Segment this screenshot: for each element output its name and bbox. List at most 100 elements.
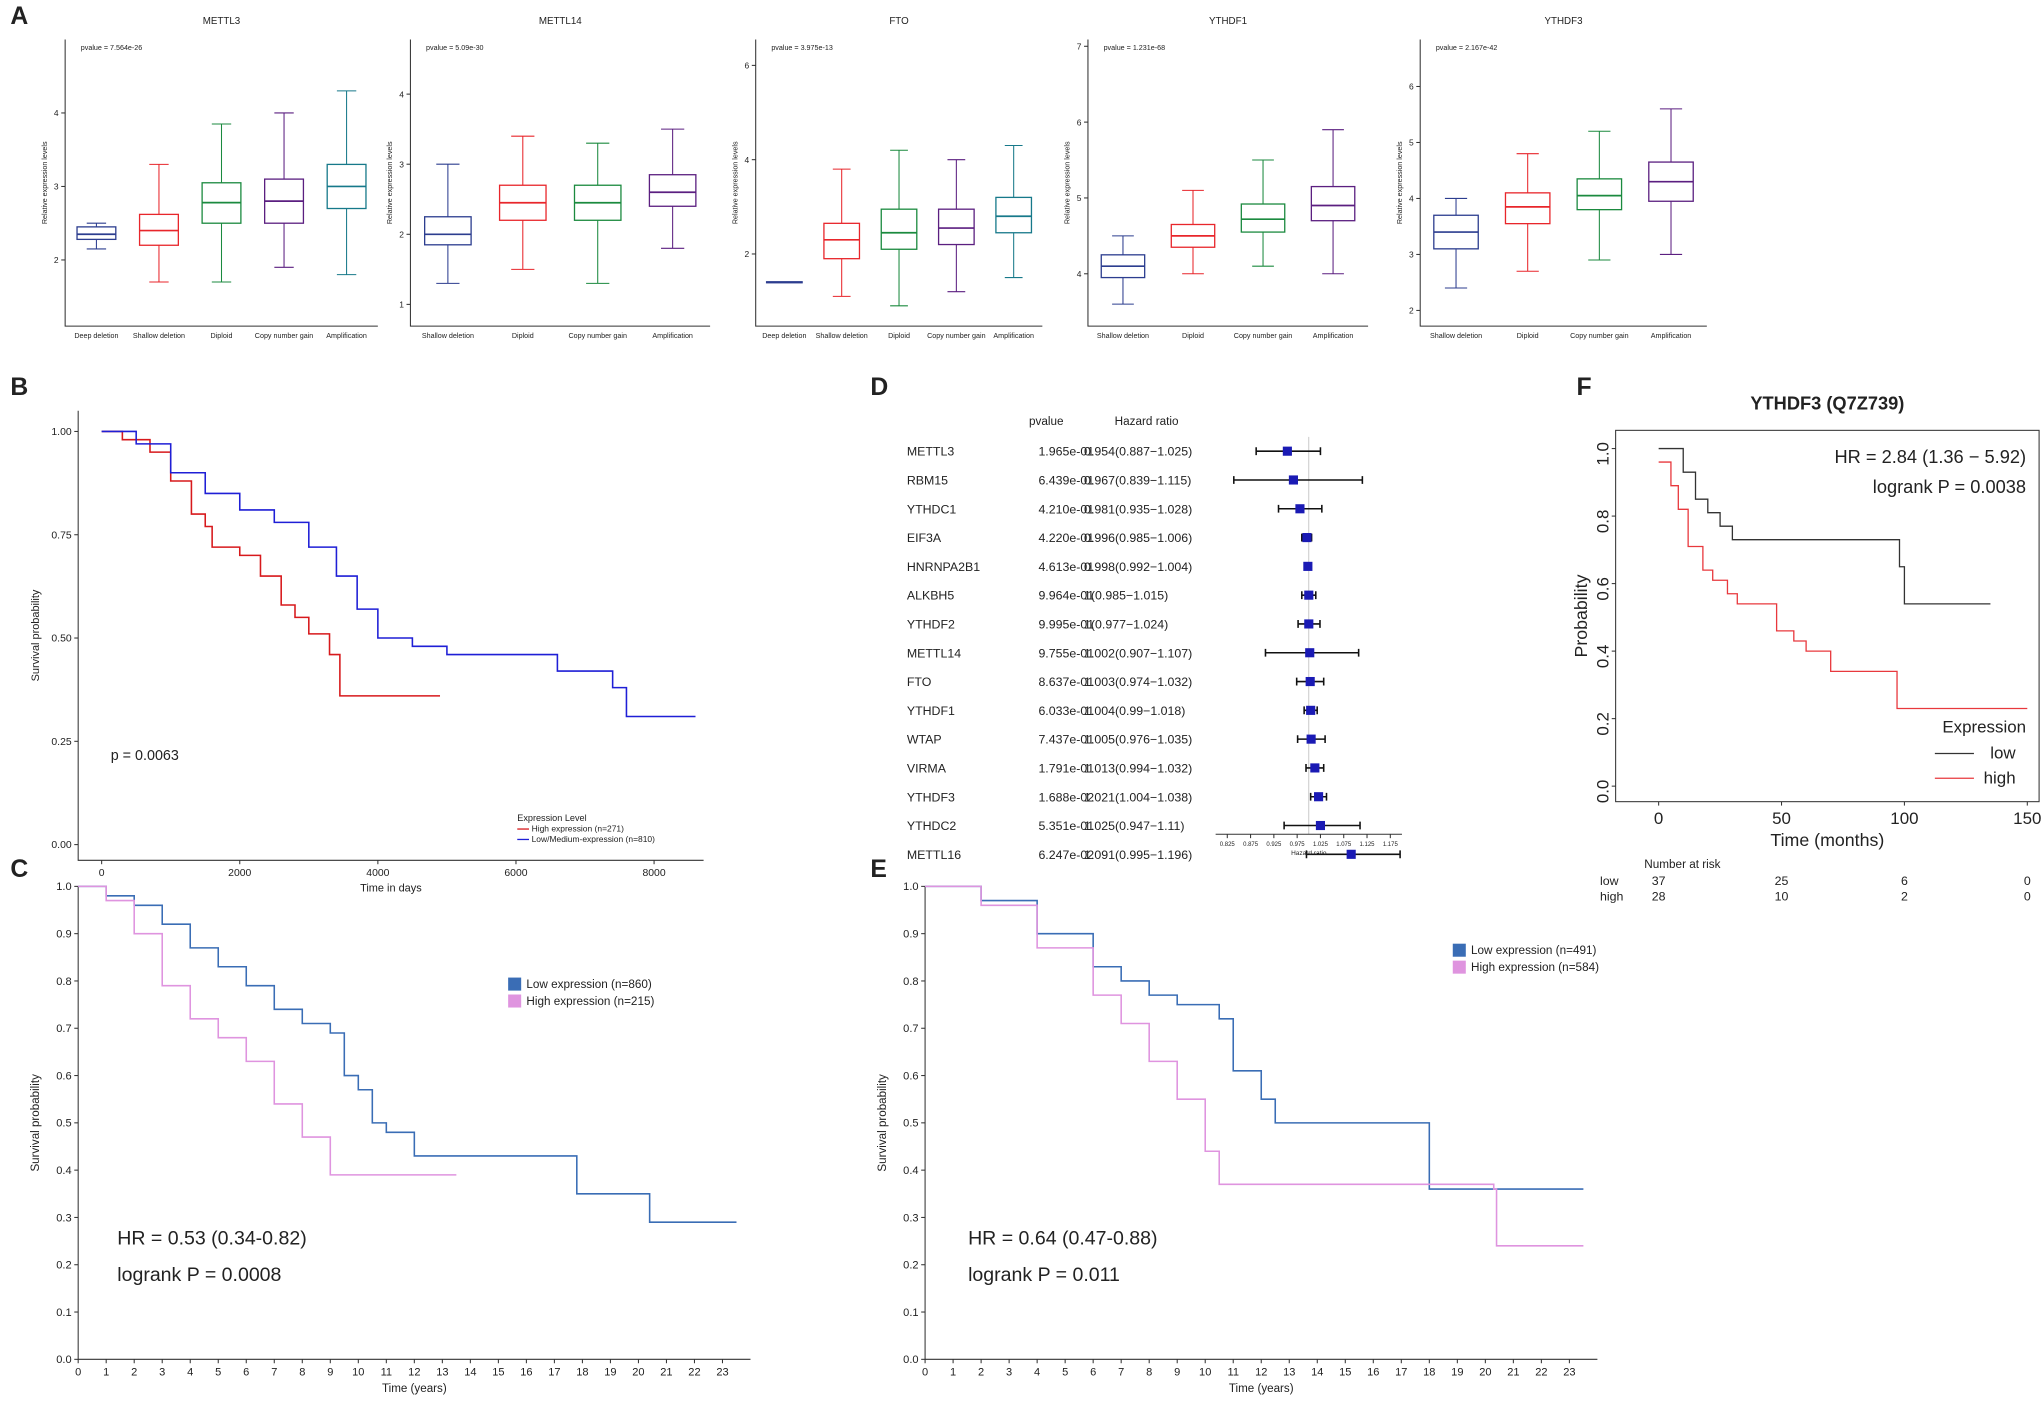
- whisker-high: [1252, 159, 1274, 205]
- axis-line: [1087, 39, 1369, 327]
- x-axis-label: Time (months): [1770, 830, 1884, 850]
- x-tick-label: 6000: [504, 868, 527, 879]
- ci-line: [1233, 476, 1364, 484]
- legend-swatch: [1452, 960, 1466, 974]
- y-tick-label: 0.5: [56, 1118, 71, 1130]
- plot-frame: [1615, 429, 2040, 803]
- x-tick-label: 21: [1507, 1367, 1519, 1379]
- x-tick-label: 2: [978, 1367, 984, 1379]
- y-tick-label: 0.0: [56, 1354, 71, 1366]
- hr-box: [1315, 820, 1326, 831]
- x-tick-label: 0: [75, 1367, 81, 1379]
- row-name: YTHDC2: [907, 819, 957, 833]
- whisker-low: [1004, 232, 1023, 279]
- hr-box: [1302, 533, 1312, 543]
- whisker-high: [832, 168, 851, 224]
- row-hr-label: 1.021(1.004−1.038): [1084, 790, 1192, 804]
- x-tick-label: Shallow deletion: [816, 332, 868, 340]
- row-hr-label: 0.998(0.992−1.004): [1084, 560, 1192, 574]
- box: [424, 216, 472, 246]
- x-axis-label: Time (years): [1229, 1382, 1294, 1395]
- legend-label: High expression (n=584): [1471, 961, 1599, 974]
- y-tick-label: 0.2: [1594, 712, 1613, 736]
- whisker-low: [511, 220, 535, 270]
- y-tick-label: 0.0: [903, 1354, 918, 1366]
- y-axis-label: Relative expression levels: [386, 141, 394, 224]
- whisker-high: [1004, 145, 1023, 198]
- x-tick-label: 0.875: [1243, 842, 1259, 848]
- row-name: YTHDF3: [907, 790, 955, 804]
- x-tick-label: 0: [922, 1367, 928, 1379]
- row-pvalue: 5.351e-01: [1038, 819, 1094, 833]
- x-tick-label: Copy number gain: [1234, 332, 1292, 340]
- y-tick-label: 0.4: [56, 1165, 71, 1177]
- x-tick-label: 21: [660, 1367, 672, 1379]
- box: [1576, 178, 1623, 211]
- row-name: FTO: [907, 675, 932, 689]
- survival-curve: [101, 430, 441, 697]
- legend-label: Low/Medium-expression (n=810): [532, 834, 656, 844]
- row-pvalue: 9.755e-01: [1038, 646, 1094, 660]
- x-tick-label: 18: [1423, 1367, 1435, 1379]
- whisker-low: [1588, 209, 1611, 261]
- x-tick-label: Copy number gain: [927, 332, 985, 340]
- legend-label: low: [1990, 744, 2016, 763]
- panel-letter: F: [1577, 374, 1592, 401]
- hr-box: [1306, 705, 1316, 715]
- y-tick-label: 0.9: [903, 929, 918, 941]
- x-tick-label: Amplification: [993, 332, 1034, 340]
- x-tick-label: 4: [1034, 1367, 1040, 1379]
- x-tick-label: Amplification: [1651, 332, 1692, 340]
- row-pvalue: 9.964e-01: [1038, 589, 1094, 603]
- y-tick-label: 3: [1409, 250, 1414, 260]
- x-tick-label: 9: [1174, 1367, 1180, 1379]
- y-axis-label: Survival probability: [30, 589, 42, 681]
- x-tick-label: 6: [1090, 1367, 1096, 1379]
- whisker-high: [1516, 153, 1539, 193]
- row-pvalue: 6.033e-01: [1038, 704, 1094, 718]
- y-tick-label: 5: [1409, 138, 1414, 148]
- x-tick-label: Diploid: [1517, 332, 1539, 340]
- legend-swatch: [1452, 943, 1466, 957]
- axis-line: [924, 886, 1598, 1360]
- y-tick-label: 0.3: [56, 1212, 71, 1224]
- y-axis-label: Survival probability: [876, 1074, 889, 1172]
- row-pvalue: 4.210e-01: [1038, 502, 1094, 516]
- legend-label: high: [1984, 768, 2016, 787]
- legend-swatch: [508, 994, 522, 1008]
- y-axis-label: Relative expression levels: [1396, 141, 1404, 224]
- y-tick-label: 0.4: [903, 1165, 918, 1177]
- chart-subtitle: pvalue = 5.09e-30: [426, 44, 484, 52]
- y-tick-label: 4: [1077, 269, 1082, 279]
- whisker-low: [336, 208, 357, 276]
- x-tick-label: Shallow deletion: [133, 332, 185, 340]
- row-pvalue: 1.965e-01: [1038, 445, 1094, 459]
- x-tick-label: 13: [436, 1367, 448, 1379]
- chart-subtitle: pvalue = 3.975e-13: [771, 44, 832, 52]
- x-tick-label: 16: [520, 1367, 532, 1379]
- row-hr-label: 1.002(0.907−1.107): [1084, 646, 1192, 660]
- y-tick-label: 0.5: [903, 1118, 918, 1130]
- y-tick-label: 0.25: [51, 737, 71, 748]
- x-tick-label: Diploid: [1182, 332, 1204, 340]
- box: [995, 196, 1033, 234]
- x-tick-label: 2: [131, 1367, 137, 1379]
- whisker-low: [890, 249, 908, 307]
- x-tick-label: 1.075: [1336, 842, 1352, 848]
- annotation: logrank P = 0.011: [968, 1264, 1120, 1286]
- x-tick-label: 18: [576, 1367, 588, 1379]
- chart-title: YTHDF3 (Q7Z739): [1750, 392, 1904, 413]
- x-tick-label: Copy number gain: [255, 332, 313, 340]
- whisker-high: [1588, 130, 1611, 179]
- risk-row-label: high: [1600, 890, 1623, 904]
- x-tick-label: 7: [271, 1367, 277, 1379]
- y-tick-label: 0.6: [903, 1070, 918, 1082]
- row-pvalue: 4.613e-01: [1038, 560, 1094, 574]
- whisker-high: [1182, 189, 1204, 225]
- y-tick-label: 0.75: [51, 530, 71, 541]
- y-tick-label: 7: [1077, 42, 1082, 52]
- whisker-low: [1516, 223, 1539, 272]
- x-tick-label: 100: [1890, 809, 1918, 828]
- y-tick-label: 6: [744, 61, 749, 71]
